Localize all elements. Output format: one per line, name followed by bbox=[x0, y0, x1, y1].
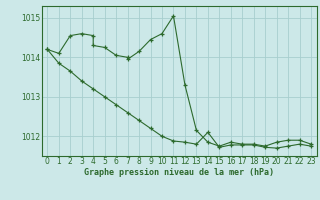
X-axis label: Graphe pression niveau de la mer (hPa): Graphe pression niveau de la mer (hPa) bbox=[84, 168, 274, 177]
